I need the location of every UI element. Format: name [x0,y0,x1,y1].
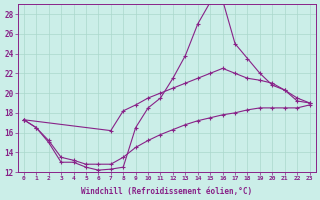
X-axis label: Windchill (Refroidissement éolien,°C): Windchill (Refroidissement éolien,°C) [81,187,252,196]
